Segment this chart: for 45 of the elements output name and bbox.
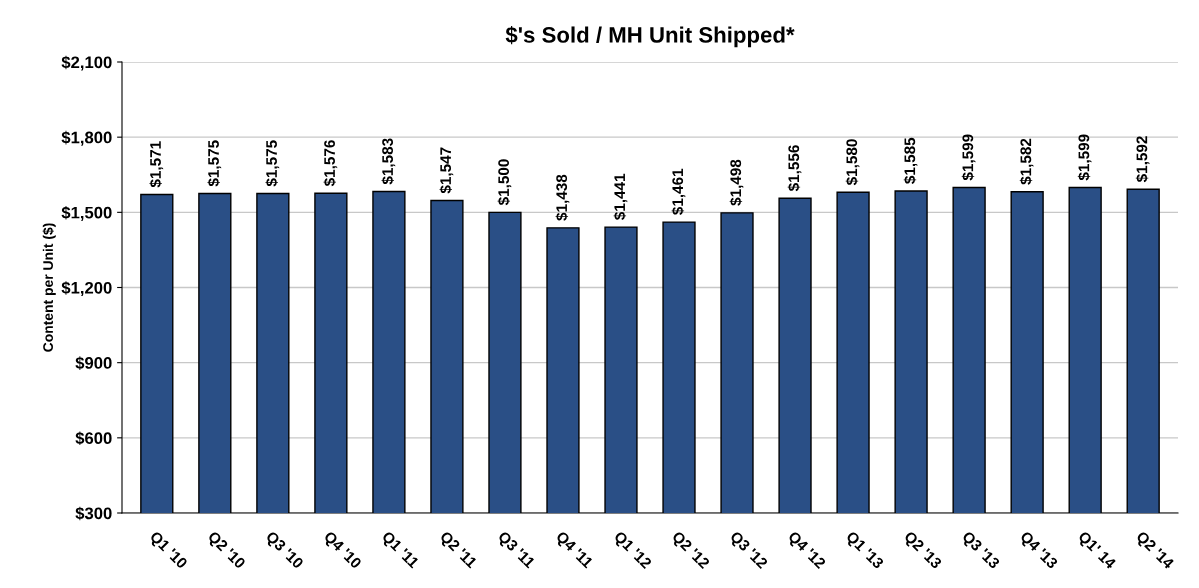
x-tick-label: Q2 '12 (669, 530, 711, 572)
data-label: $1,461 (671, 168, 686, 215)
data-label: $1,583 (381, 138, 396, 185)
x-tick-label: Q2 '13 (901, 530, 943, 572)
x-tick-label: Q3 '13 (959, 530, 1001, 572)
x-tick-label: Q2 '14 (1133, 530, 1175, 572)
x-tick-label: Q3 '12 (727, 530, 769, 572)
y-tick-label: $1,200 (61, 281, 112, 297)
y-tick-label: $900 (75, 356, 112, 370)
data-label: $1,500 (497, 159, 512, 206)
data-label: $1,441 (613, 173, 628, 220)
y-tick-label: $600 (75, 431, 112, 446)
data-label: $1,599 (1077, 134, 1092, 181)
data-label: $1,592 (1135, 136, 1150, 183)
data-label: $1,556 (787, 145, 802, 192)
y-tick-label: $300 (75, 506, 112, 521)
data-label: $1,547 (439, 147, 454, 194)
data-label: $1,498 (729, 159, 744, 206)
y-tick-label: $1,800 (61, 130, 112, 146)
data-label: $1,582 (1019, 138, 1034, 185)
data-label: $1,575 (207, 140, 222, 187)
x-tick-label: Q4 '10 (321, 530, 363, 572)
data-label: $1,576 (323, 140, 338, 187)
x-tick-label: Q2 '11 (437, 530, 478, 571)
x-tick-label: Q1' 14 (1075, 530, 1117, 572)
x-tick-label: Q2 '10 (205, 530, 247, 572)
x-tick-label: Q1 '13 (843, 530, 885, 572)
data-label: $1,599 (961, 134, 976, 181)
data-label: $1,571 (149, 141, 164, 188)
x-tick-label: Q1 '10 (147, 530, 189, 572)
x-tick-label: Q1 '12 (611, 530, 653, 572)
x-tick-label: Q4 '12 (785, 530, 827, 572)
x-tick-label: Q3 '10 (263, 530, 305, 572)
chart-title: $'s Sold / MH Unit Shipped* (505, 26, 795, 48)
data-label: $1,575 (265, 140, 280, 187)
data-label: $1,438 (555, 174, 570, 221)
x-tick-label: Q1 '11 (379, 530, 420, 571)
y-axis-title: Content per Unit ($) (42, 223, 56, 352)
x-tick-label: Q4 '13 (1017, 530, 1059, 572)
data-label: $1,580 (845, 139, 860, 186)
data-label: $1,585 (903, 137, 918, 184)
x-tick-label: Q4 '11 (553, 530, 594, 571)
y-tick-label: $2,100 (61, 55, 112, 71)
x-tick-label: Q3 '11 (495, 530, 536, 571)
y-tick-label: $1,500 (61, 206, 112, 221)
